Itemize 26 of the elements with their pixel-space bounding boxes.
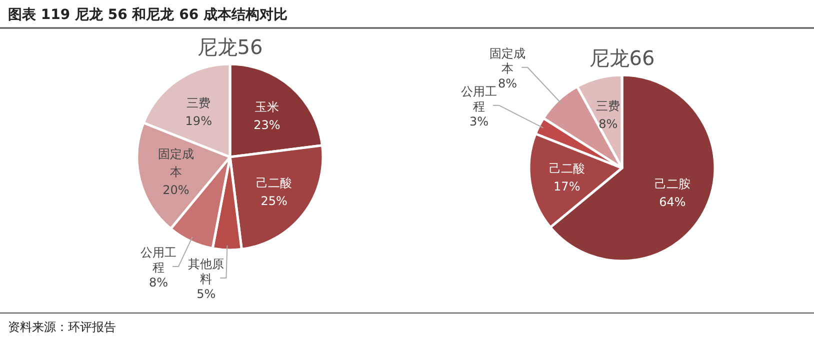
data-label: 20% [162,182,190,197]
slice-label: 固定成本 [158,146,194,179]
data-label: 19% [185,114,212,128]
data-label: 8% [148,275,168,290]
data-label: 64% [659,194,686,209]
data-label: 8% [598,116,618,131]
slice-label: 其他原料 [188,256,224,286]
data-label: 8% [498,76,518,90]
data-label: 23% [254,118,280,132]
text: 图表 119 尼龙 56 和尼龙 66 成本结构对比 [8,7,288,23]
data-label: 5% [196,286,216,301]
slice-label: 固定成本 [490,46,526,76]
data-label: 3% [470,114,489,128]
data-label: 25% [260,194,288,208]
slice-label: 玉米 [254,100,279,114]
chart-title: 尼龙56 [197,35,263,59]
slice-label: 公用工程 [461,84,498,114]
slice-label: 三费 [596,98,620,113]
slice-label: 己二胺 [654,176,690,191]
text: 资料来源：环评报告 [8,320,116,334]
slice-label: 公用工程 [140,245,176,274]
slice-label: 己二酸 [548,162,585,176]
slice-label: 己二酸 [256,176,292,190]
slice-label: 三费 [186,96,211,110]
chart-title: 尼龙66 [589,46,655,70]
data-label: 17% [554,180,580,194]
